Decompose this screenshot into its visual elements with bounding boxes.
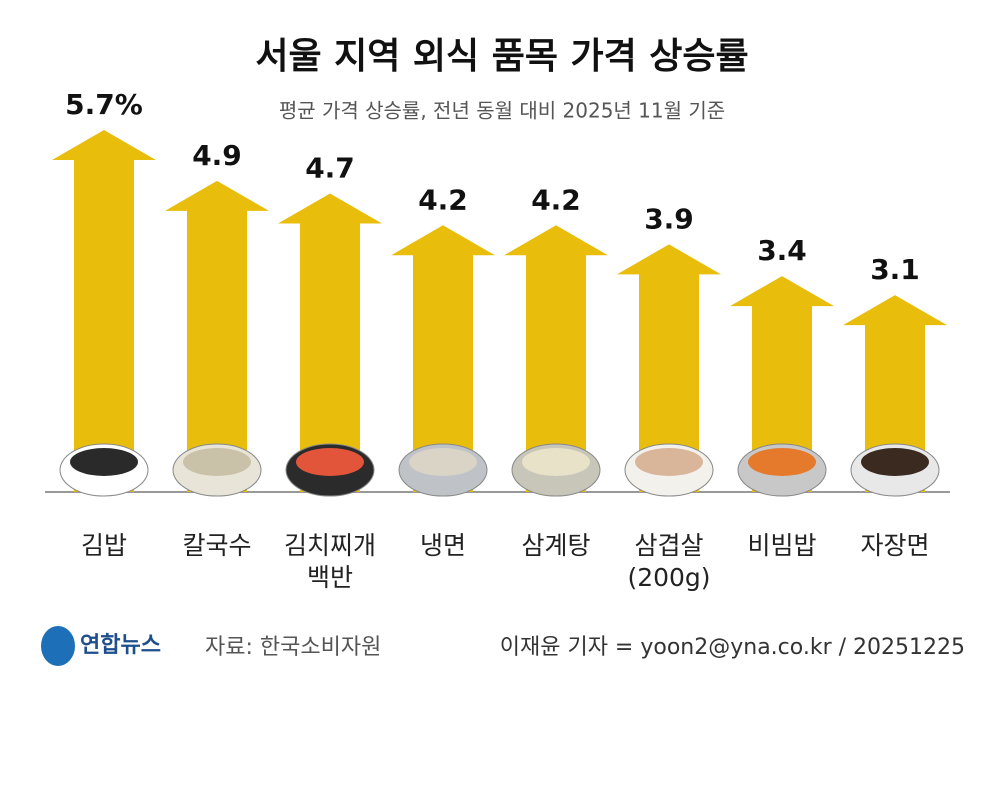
value-label: 3.9 bbox=[644, 202, 694, 235]
value-label: 4.7 bbox=[305, 152, 355, 185]
food bbox=[748, 448, 816, 476]
food bbox=[296, 448, 364, 476]
food bbox=[70, 448, 138, 476]
category-label: 김밥 bbox=[80, 531, 127, 560]
arrow-bar bbox=[391, 225, 495, 493]
arrow-bar bbox=[278, 193, 382, 493]
arrow-bar bbox=[843, 295, 947, 492]
category-label: 삼겹살 (200g) bbox=[627, 531, 711, 592]
value-label: 3.4 bbox=[757, 234, 807, 267]
value-label: 3.1 bbox=[870, 253, 920, 286]
arrow-bar bbox=[504, 225, 608, 493]
chart-title: 서울 지역 외식 품목 가격 상승률 bbox=[255, 36, 748, 77]
logo: 연합뉴스 bbox=[80, 632, 161, 658]
food bbox=[409, 448, 477, 476]
category-label: 칼국수 bbox=[182, 531, 252, 560]
value-label: 4.2 bbox=[531, 183, 581, 216]
arrow-bar bbox=[52, 130, 156, 493]
chart-subtitle: 평균 가격 상승률, 전년 동월 대비 2025년 11월 기준 bbox=[279, 99, 725, 123]
category-label: 비빔밥 bbox=[747, 531, 817, 560]
food bbox=[522, 448, 590, 476]
food bbox=[861, 448, 929, 476]
arrow-bar bbox=[165, 180, 269, 492]
food bbox=[635, 448, 703, 476]
credit: 이재윤 기자 = yoon2@yna.co.kr / 20251225 bbox=[500, 635, 965, 660]
category-label: 냉면 bbox=[419, 531, 466, 560]
source: 자료: 한국소비자원 bbox=[205, 635, 381, 660]
arrow-bar bbox=[730, 276, 834, 492]
food bbox=[183, 448, 251, 476]
value-label: 4.2 bbox=[418, 183, 468, 216]
category-label: 김치찌개 백반 bbox=[283, 531, 376, 592]
logo-icon bbox=[41, 626, 75, 666]
category-label: 삼계탕 bbox=[521, 531, 591, 560]
value-label: 4.9 bbox=[192, 139, 242, 172]
value-label: 5.7% bbox=[65, 88, 143, 121]
arrow-bar bbox=[617, 244, 721, 492]
category-label: 자장면 bbox=[860, 531, 930, 560]
